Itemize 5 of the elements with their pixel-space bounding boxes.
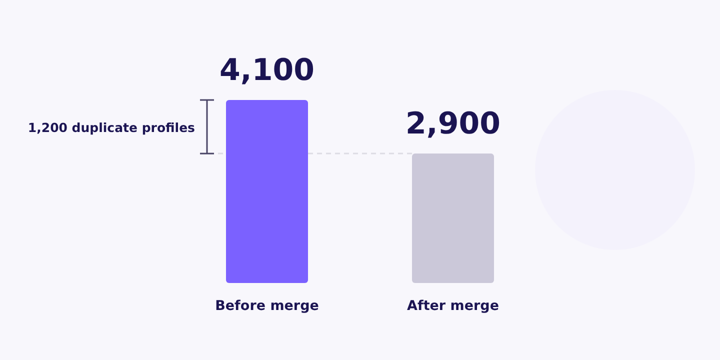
annotation: 1,200 duplicate profiles	[28, 120, 195, 135]
data-label: 4,100	[220, 53, 314, 88]
x-tick-label: Before merge	[215, 298, 319, 314]
x-tick-label: After merge	[407, 298, 499, 314]
data-label: 2,900	[406, 106, 500, 142]
